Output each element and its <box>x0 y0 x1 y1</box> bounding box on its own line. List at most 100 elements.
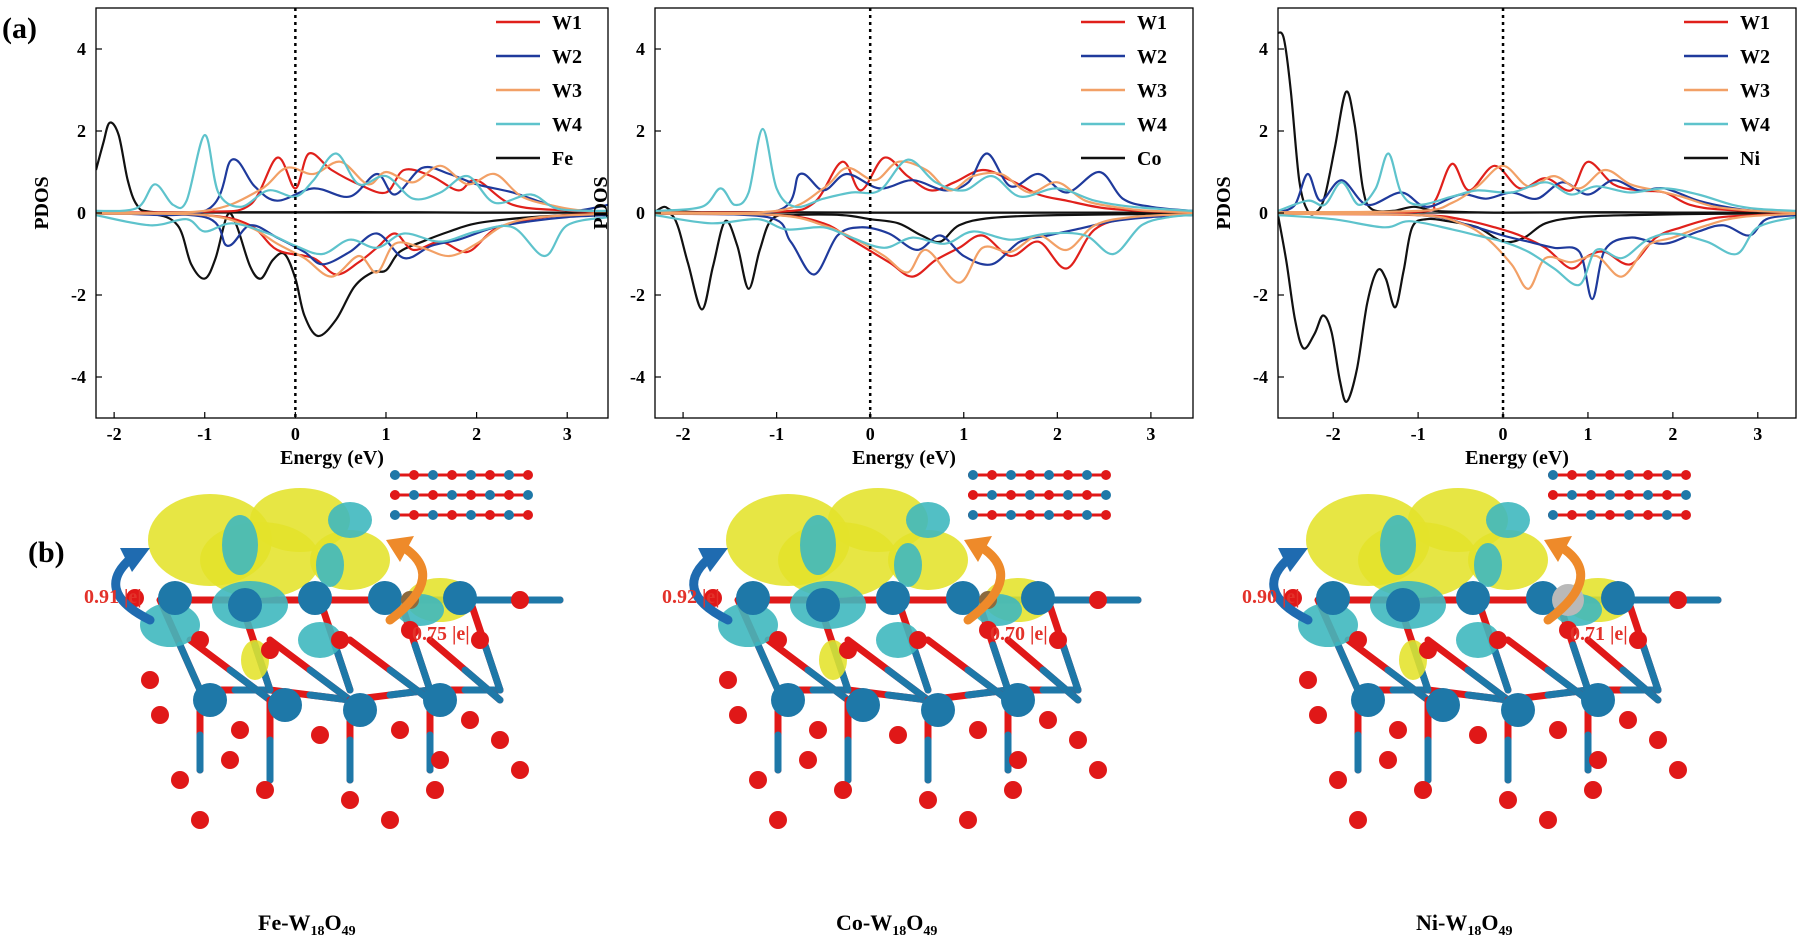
pdos-charts: -2 -1 0 1 2 3 -4 -2 0 2 4 Energy (eV) PDOS W1 W2 W3 W4 Fe… <box>31 7 1797 469</box>
x-tick-label: 2 <box>1053 424 1062 444</box>
series-w4-up-line <box>655 127 1193 212</box>
x-tick-label: 3 <box>1146 424 1155 444</box>
right-charge-label: 0.71 |e| <box>1570 623 1628 645</box>
x-tick-label: 2 <box>472 424 481 444</box>
x-axis-title: Energy (eV) <box>280 447 384 469</box>
legend: W1 W2 W3 W4 Co <box>1081 12 1167 170</box>
left-arrow <box>689 550 733 625</box>
legend-label-w4: W4 <box>1137 114 1167 136</box>
left-charge-label: 0.91 |e| <box>84 586 142 608</box>
series-w4-up-line <box>96 133 608 213</box>
structure-formula-label: Fe-W18O49 <box>258 910 356 939</box>
x-tick-label: 1 <box>959 424 968 444</box>
x-tick-label: -2 <box>676 424 691 444</box>
y-tick-label: 0 <box>77 203 86 223</box>
series-fe-down-line <box>96 211 608 338</box>
legend-label-w1: W1 <box>1137 12 1167 34</box>
x-tick-label: -1 <box>1411 424 1426 444</box>
series-w2-down-line <box>655 212 1193 276</box>
legend-label-co: Co <box>1137 148 1161 170</box>
series-ni-down-line <box>1278 212 1796 403</box>
right-charge-label: 0.70 |e| <box>990 623 1048 645</box>
legend-label-w3: W3 <box>1137 80 1167 102</box>
y-tick-label: -2 <box>1253 285 1268 305</box>
x-tick-label: 1 <box>381 424 390 444</box>
y-tick-label: -4 <box>1253 367 1268 387</box>
right-arrow <box>385 540 428 625</box>
series-co-down-line <box>655 211 1193 311</box>
panel-a-label: (a) <box>2 12 37 45</box>
structure-3: 0.90 |e| 0.71 |e| Ni-W18O49 <box>1242 470 1722 939</box>
x-tick-label: 3 <box>1753 424 1762 444</box>
series-w4-down-line <box>96 214 608 258</box>
x-tick-label: 3 <box>563 424 572 444</box>
x-tick-label: -1 <box>197 424 212 444</box>
x-tick-label: 1 <box>1583 424 1592 444</box>
x-tick-label: 2 <box>1668 424 1677 444</box>
series-w2-up-line <box>655 152 1193 216</box>
x-tick-label: -2 <box>107 424 122 444</box>
x-tick-label: -1 <box>769 424 784 444</box>
y-axis-title: PDOS <box>1213 176 1235 229</box>
y-tick-label: 2 <box>636 121 645 141</box>
series-w3-up-line <box>1278 164 1796 214</box>
structure-1: 0.91 |e| 0.75 |e| Fe-W18O49 <box>84 470 564 939</box>
inset-structure <box>1548 470 1691 520</box>
series-w2-down-line <box>96 212 608 266</box>
series-w2-down-line <box>1278 212 1796 301</box>
panel-b-label: (b) <box>28 536 65 569</box>
y-tick-label: -2 <box>630 285 645 305</box>
legend-label-w3: W3 <box>1740 80 1770 102</box>
right-arrow <box>1543 540 1586 625</box>
charge-transfer-arrows <box>111 536 428 625</box>
legend-label-w1: W1 <box>1740 12 1770 34</box>
legend: W1 W2 W3 W4 Ni <box>1684 12 1770 170</box>
series-w3-down-line <box>1278 212 1796 290</box>
series-w4-down-line <box>655 214 1193 256</box>
x-tick-label: -2 <box>1326 424 1341 444</box>
structure-2: 0.92 |e| 0.70 |e| Co-W18O49 <box>662 470 1142 939</box>
series-ni-up-line <box>1278 31 1796 216</box>
series-w2-up-line <box>96 158 608 217</box>
y-tick-label: 0 <box>636 203 645 223</box>
inset-structure <box>390 470 533 520</box>
legend-label-ni: Ni <box>1740 148 1760 170</box>
series-w3-up-line <box>96 160 608 214</box>
legend-label-w4: W4 <box>1740 114 1770 136</box>
pdos-chart-2: -2 -1 0 1 2 3 -4 -2 0 2 4 Energy (eV) PDOS W1 W2 W3 W4 Co <box>590 7 1194 469</box>
structure-formula-label: Co-W18O49 <box>836 910 937 939</box>
series-w1-up-line <box>1278 160 1796 214</box>
y-tick-label: 4 <box>1259 39 1268 59</box>
series-w3-down-line <box>655 212 1193 284</box>
legend-label-w1: W1 <box>552 12 582 34</box>
left-arrow <box>111 550 155 625</box>
structure-panels: 0.91 |e| 0.75 |e| Fe-W18O49 0.92 |e| 0.70 |e… <box>84 470 1722 939</box>
y-tick-label: -4 <box>630 367 645 387</box>
x-axis-title: Energy (eV) <box>1465 447 1569 469</box>
legend: W1 W2 W3 W4 Fe <box>496 12 582 170</box>
charge-transfer-arrows <box>689 536 1006 625</box>
y-tick-label: 4 <box>636 39 645 59</box>
pdos-chart-1: -2 -1 0 1 2 3 -4 -2 0 2 4 Energy (eV) PDOS W1 W2 W3 W4 Fe <box>31 7 609 469</box>
y-tick-label: -2 <box>71 285 86 305</box>
y-tick-label: 4 <box>77 39 86 59</box>
y-axis-title: PDOS <box>31 176 53 229</box>
right-arrow <box>963 540 1006 625</box>
pdos-chart-3: -2 -1 0 1 2 3 -4 -2 0 2 4 Energy (eV) PDOS W1 W2 W3 W4 Ni <box>1213 7 1797 469</box>
x-tick-label: 0 <box>866 424 875 444</box>
legend-label-w2: W2 <box>1137 46 1167 68</box>
y-tick-label: 2 <box>77 121 86 141</box>
series-w4-down-line <box>1278 214 1796 287</box>
atoms <box>126 581 529 829</box>
legend-label-w3: W3 <box>552 80 582 102</box>
right-charge-label: 0.75 |e| <box>412 623 470 645</box>
legend-label-w2: W2 <box>1740 46 1770 68</box>
y-tick-label: -4 <box>71 367 86 387</box>
series-w1-down-line <box>655 212 1193 278</box>
y-axis-title: PDOS <box>590 176 612 229</box>
y-tick-label: 2 <box>1259 121 1268 141</box>
inset-structure <box>968 470 1111 520</box>
y-tick-label: 0 <box>1259 203 1268 223</box>
left-charge-label: 0.92 |e| <box>662 586 720 608</box>
